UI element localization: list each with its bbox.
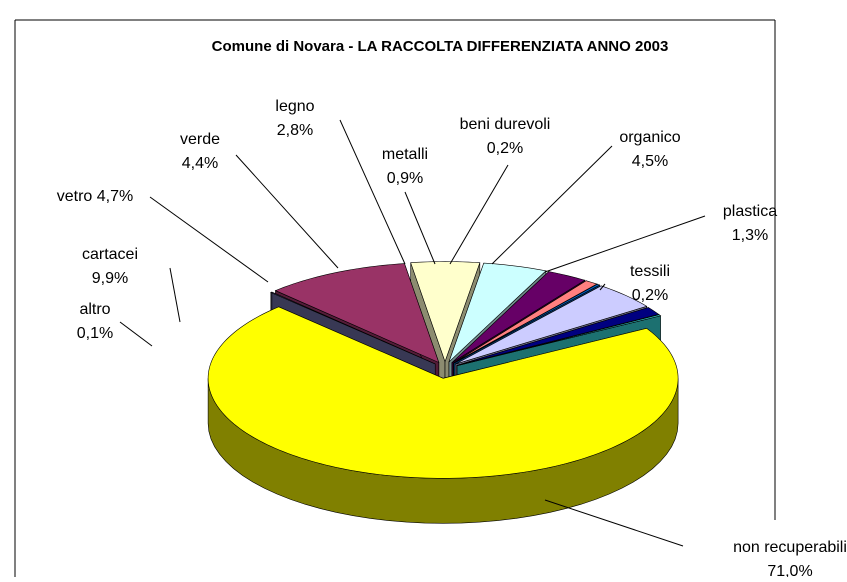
label-name: beni durevoli [460,116,551,133]
label-value: 0,1% [77,325,113,342]
slice-top [451,271,586,363]
label-name: vetro [57,188,93,205]
label-name: cartacei [82,246,138,263]
label-name: tessili [630,263,670,280]
label-value: 0,2% [487,140,523,157]
slice [207,306,679,524]
leader-line [169,267,181,323]
label-value: 2,8% [277,122,313,139]
label-value: 1,3% [732,227,768,244]
leader-line [149,196,269,283]
slice-top [457,314,662,367]
label-value: 0,9% [387,170,423,187]
slice-label: vetro 4,7% [57,188,134,205]
leader-line [404,191,436,265]
slice-top [453,280,598,364]
leader-line [235,154,339,269]
slice-top [207,306,679,479]
leader-line [119,321,153,347]
label-value: 4,7% [97,188,133,205]
pie [207,261,679,524]
label-value: 0,2% [632,287,668,304]
slice-top [274,263,440,364]
label-name: legno [275,98,314,115]
leader-line [544,215,706,273]
label-name: metalli [382,146,428,163]
label-name: plastica [723,203,777,220]
leader-line [599,283,606,291]
labels: non recuperabili 71,0% altro 0,1% cartacei 9,… [57,98,847,580]
label-name: non recuperabili [733,539,847,556]
label-value: 4,5% [632,153,668,170]
label-name: altro [79,301,110,318]
chart-title: Comune di Novara - LA RACCOLTA DIFFERENZ… [212,38,669,55]
slice-top [410,261,481,363]
label-name: verde [180,131,220,148]
label-value: 71,0% [767,563,812,577]
slice-top [270,291,436,365]
label-value: 9,9% [92,270,128,287]
leader-line [491,145,613,265]
label-value: 4,4% [182,155,218,172]
leader-line [339,119,406,265]
slice-top [453,283,601,364]
leader-line [544,499,684,547]
slice-top [455,285,648,365]
label-name: organico [619,129,680,146]
slice-top [448,262,547,363]
leader-line [449,164,509,265]
slice-top [456,307,660,366]
